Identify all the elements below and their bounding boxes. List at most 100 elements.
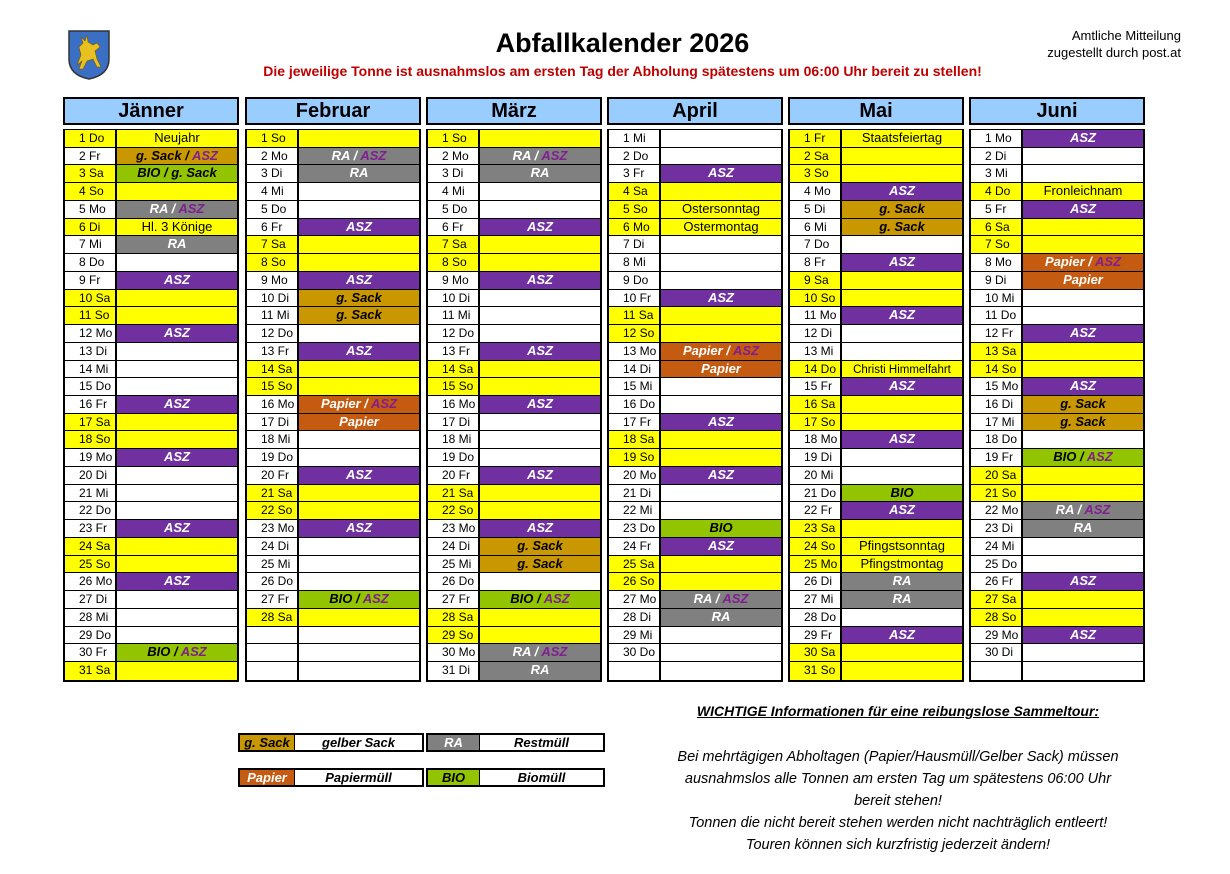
day-label: 2 Fr [65,147,117,165]
day-label: 10 Di [428,289,480,307]
collection-entry: BIO / ASZ [299,591,419,608]
day-row: 10 Mi [971,289,1143,308]
day-row: 27 Mo RA / ASZ [609,591,781,609]
day-label: 8 Do [65,254,117,271]
day-row: 25 So [65,555,237,574]
collection-entry: RA [299,165,419,183]
holiday-name: Pfingstmontag [860,555,944,571]
waste-type: ASZ [527,271,553,287]
collection-entry: g. Sack [842,218,962,236]
day-row: 11 Sa [609,307,781,326]
collection-entry: ASZ [1023,325,1143,342]
day-row: 27 Mi RA [790,591,962,609]
day-label: 5 Do [247,200,299,218]
collection-entry: ASZ [661,466,781,484]
day-label: 17 Di [428,413,480,431]
day-label: 10 Sa [65,289,117,307]
day-label: 5 Fr [971,200,1023,218]
collection-entry: Staatsfeiertag [842,130,962,147]
separator: / [181,147,192,163]
collection-entry: ASZ [661,289,781,307]
waste-type: BIO [147,644,171,660]
collection-entry: ASZ [117,573,237,591]
day-label: 19 Di [790,449,842,466]
day-label: 12 So [609,325,661,342]
collection-entry: Papier / ASZ [299,396,419,413]
day-row: 22 Fr ASZ [790,502,962,521]
day-label [247,626,299,644]
day-row: 1 So [428,130,600,148]
waste-type: ASZ [346,271,372,287]
day-label: 29 Fr [790,626,842,644]
collection-entry [117,413,237,431]
day-row: 28 Do [790,608,962,627]
holiday-name: Pfingstsonntag [858,537,945,553]
day-label: 30 Sa [790,644,842,662]
collection-entry [1023,484,1143,502]
collection-entry [661,396,781,413]
day-row: 17 Di Papier [247,413,419,432]
day-row: 19 Fr BIO / ASZ [971,449,1143,467]
collection-entry [661,272,781,289]
day-label: 23 Mo [428,520,480,537]
collection-entry [661,307,781,325]
waste-type: ASZ [164,325,190,341]
waste-type: BIO [709,520,733,536]
day-row: 30 Fr BIO / ASZ [65,644,237,663]
day-label: 31 Di [428,662,480,680]
day-label: 5 Do [428,200,480,218]
collection-entry [480,236,600,254]
day-row: 26 Di RA [790,573,962,592]
month-days: 1 Do Neujahr 2 Fr g. Sack / ASZ 3 Sa BIO / g.… [63,129,239,682]
waste-type: Papier [320,396,361,412]
day-row: 15 Do [65,378,237,397]
collection-entry [117,485,237,502]
day-label: 9 Mo [247,271,299,289]
day-row: 28 Sa [247,608,419,627]
day-row: 3 Di RA [247,165,419,184]
day-label: 16 Sa [790,396,842,413]
separator: / [170,644,181,660]
waste-type: ASZ [346,520,372,536]
day-label: 25 Mi [247,555,299,573]
month-days: 1 So 2 Mo RA / ASZ 3 Di RA 4 Mi 5 Do 6 Fr ASZ 7 S… [426,129,602,682]
day-label: 31 So [790,662,842,680]
collection-entry: ASZ [842,378,962,396]
day-label: 4 Do [971,183,1023,200]
day-row: 14 Sa [428,360,600,379]
day-label: 3 Mi [971,165,1023,183]
day-row: 13 Di [65,342,237,361]
waste-type: ASZ [1086,449,1113,465]
day-row: 23 Mo ASZ [247,520,419,538]
collection-entry [1023,644,1143,661]
day-row: 4 Mo ASZ [790,183,962,201]
collection-entry: ASZ [842,254,962,271]
day-row: 11 Mi g. Sack [247,307,419,326]
collection-entry [117,609,237,626]
day-row: 18 So [65,431,237,450]
empty-row [609,662,781,680]
day-row: 16 Di g. Sack [971,396,1143,414]
day-row: 6 Sa [971,218,1143,237]
day-label: 18 Mo [790,431,842,449]
day-row: 25 Mi g. Sack [428,555,600,574]
day-label: 27 Mi [790,591,842,608]
collection-entry: Pfingstsonntag [842,537,962,555]
day-row: 25 Sa [609,555,781,574]
day-row: 13 Mo Papier / ASZ [609,342,781,361]
day-row: 21 Di [609,484,781,503]
day-label: 18 So [65,431,117,449]
day-row: 21 So [971,484,1143,503]
waste-type: ASZ [371,396,398,412]
waste-type: ASZ [733,342,760,358]
day-label: 15 Mo [971,378,1023,396]
day-label: 23 Sa [790,520,842,537]
waste-type: ASZ [178,200,205,216]
day-label: 4 Sa [609,183,661,200]
collection-entry [1023,148,1143,165]
collection-entry [661,662,781,680]
waste-type: ASZ [1084,502,1111,518]
separator: / [360,396,372,412]
day-row: 19 Do [428,449,600,467]
collection-entry: ASZ [480,218,600,236]
